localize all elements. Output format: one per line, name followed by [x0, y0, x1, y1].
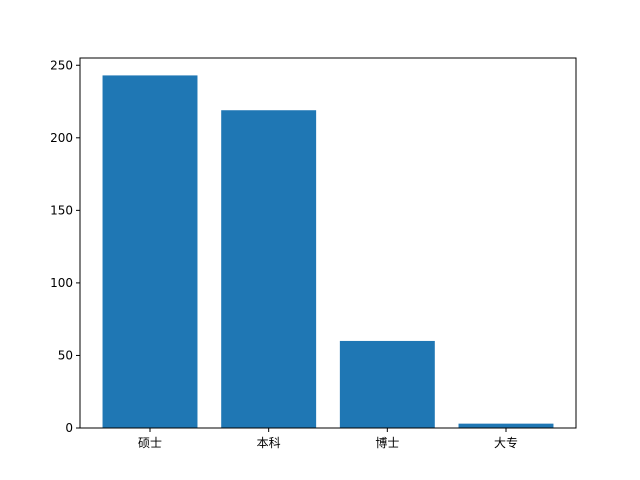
y-tick-label: 0 — [65, 421, 73, 435]
x-axis-ticks: 硕士 本科 博士 大专 — [138, 428, 518, 450]
bar-3 — [458, 423, 554, 428]
y-tick-label: 200 — [50, 131, 73, 145]
x-tick-label: 大专 — [494, 435, 518, 450]
y-tick-label: 100 — [50, 276, 73, 290]
plot-area-frame — [79, 57, 577, 429]
bars-group — [102, 75, 554, 428]
bar-1 — [221, 110, 317, 428]
x-tick-label: 本科 — [257, 436, 281, 450]
x-tick-label: 硕士 — [138, 436, 162, 450]
bar-0 — [102, 75, 198, 428]
x-tick-label: 博士 — [375, 435, 399, 450]
bar-2 — [339, 340, 435, 428]
y-axis-ticks: 0 50 100 150 200 250 — [50, 58, 80, 435]
y-tick-label: 250 — [50, 58, 73, 72]
y-tick-label: 50 — [58, 348, 73, 362]
y-tick-label: 150 — [50, 203, 73, 217]
